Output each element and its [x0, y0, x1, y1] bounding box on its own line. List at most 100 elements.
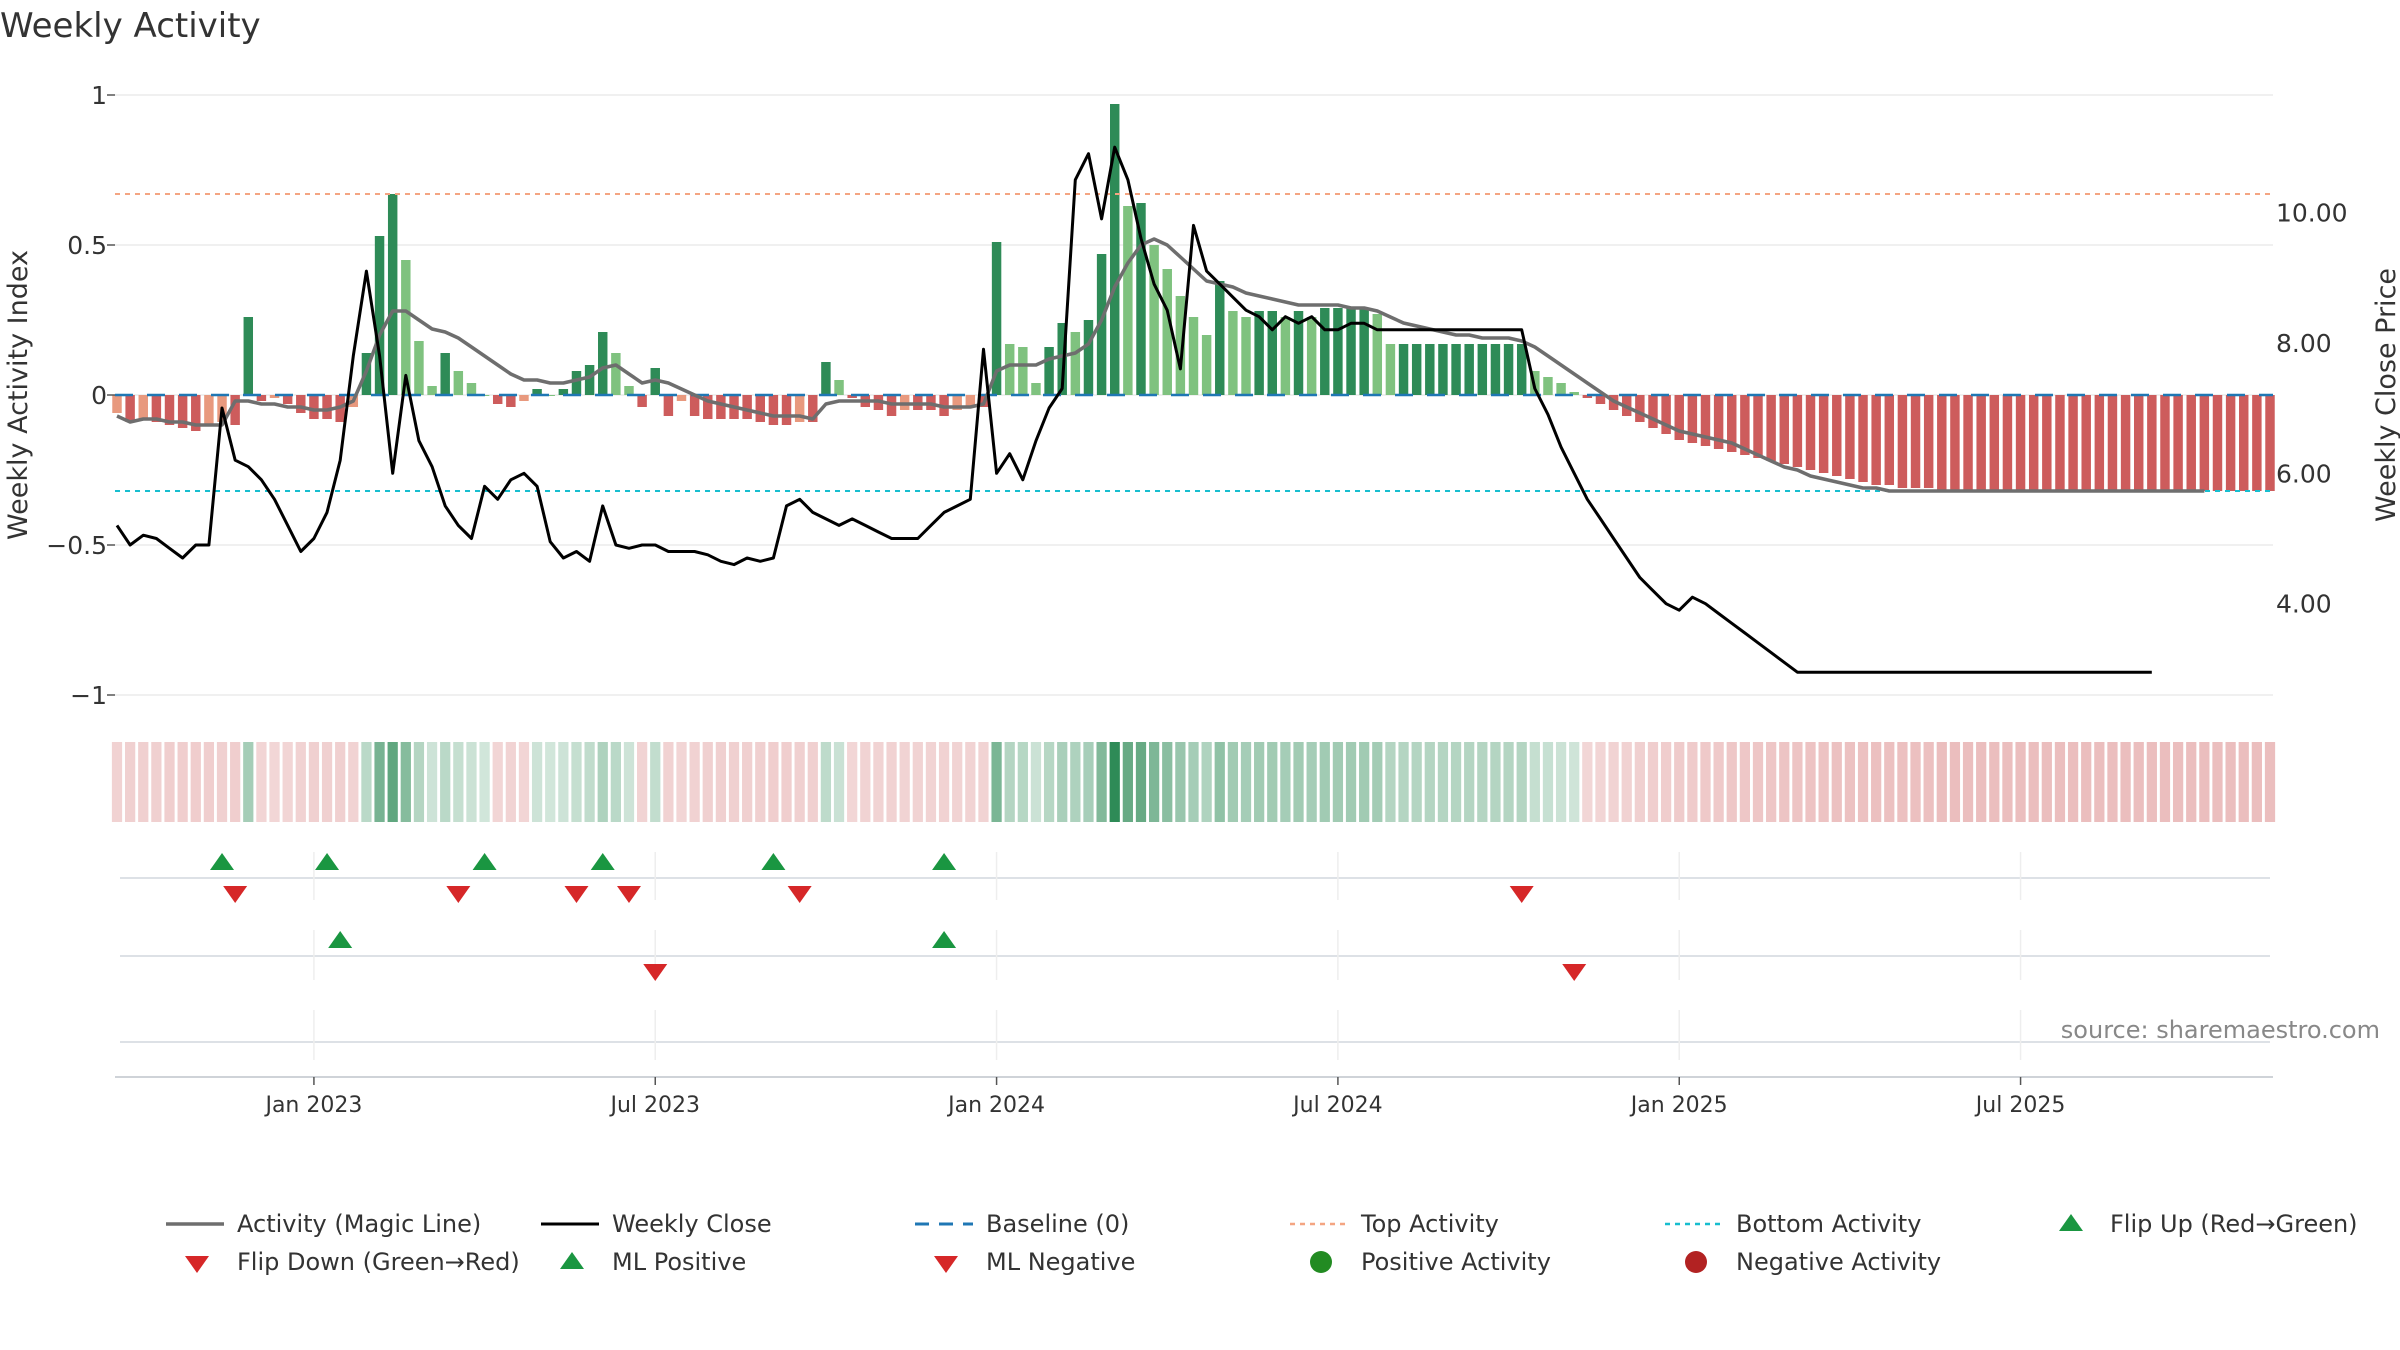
activity-bar	[1989, 395, 2000, 491]
heat-cell	[1254, 742, 1265, 822]
heat-cell	[1923, 742, 1934, 822]
heat-cell	[1148, 742, 1160, 822]
activity-bar	[2120, 395, 2131, 491]
heat-cell	[689, 742, 700, 822]
heat-cell	[1240, 742, 1252, 822]
heat-cell	[584, 742, 595, 822]
x-tick-label: Jan 2024	[946, 1093, 1045, 1118]
activity-bar	[1201, 335, 1212, 395]
y2-tick-label: 10.00	[2276, 198, 2348, 227]
heat-cell	[2041, 742, 2052, 822]
ml-positive-marker	[932, 931, 957, 948]
heat-cell	[230, 742, 241, 822]
activity-bar	[1096, 254, 1107, 395]
activity-bar	[1385, 344, 1396, 395]
activity-bar	[1280, 317, 1291, 395]
activity-bar	[1333, 308, 1343, 395]
heat-cell	[1555, 742, 1567, 822]
activity-bar	[401, 260, 411, 395]
activity-bar	[2055, 395, 2065, 491]
heat-cell	[1608, 742, 1619, 822]
heat-cell	[1779, 742, 1790, 822]
activity-bar	[1503, 344, 1514, 395]
activity-bar	[1897, 395, 1908, 488]
heat-cell	[1871, 742, 1882, 822]
flip-down-marker	[1509, 886, 1534, 903]
heat-cell	[177, 742, 188, 822]
heat-cell	[860, 742, 871, 822]
heat-cell	[886, 742, 897, 822]
activity-bar	[2133, 395, 2144, 491]
heat-cell	[2172, 742, 2184, 822]
heat-cell	[1057, 742, 1068, 822]
activity-bar	[1306, 317, 1317, 395]
activity-bar	[703, 395, 713, 419]
heat-cell	[623, 742, 635, 822]
activity-bar	[991, 242, 1002, 395]
activity-bar	[1044, 347, 1054, 395]
heat-cell	[2002, 742, 2013, 822]
heat-cell	[663, 742, 674, 822]
flip-up-marker	[210, 853, 235, 870]
activity-bar	[1372, 314, 1383, 395]
activity-bar	[598, 332, 608, 395]
heat-cell	[847, 742, 858, 822]
heat-cell	[374, 742, 385, 822]
heat-cell	[138, 742, 149, 822]
activity-bar	[1871, 395, 1881, 485]
weekly-close-line	[115, 145, 2152, 674]
activity-bar	[558, 389, 569, 395]
heat-cell	[256, 742, 267, 822]
flip-up-marker	[472, 853, 497, 870]
ml-negative-marker	[1562, 964, 1587, 981]
heat-cell	[637, 742, 648, 822]
heat-cell	[426, 742, 438, 822]
activity-bar	[2028, 395, 2039, 491]
activity-bar	[1753, 395, 1763, 458]
activity-bar	[2068, 395, 2078, 491]
heat-cell	[1017, 742, 1028, 822]
activity-bar	[269, 395, 280, 398]
heat-cell	[1464, 742, 1475, 822]
heat-cell	[1595, 742, 1606, 822]
heat-cell	[125, 742, 136, 822]
flip-up-marker	[761, 853, 786, 870]
activity-bar	[1727, 395, 1737, 452]
legend-flip-down-icon	[185, 1256, 209, 1273]
activity-bar	[374, 236, 385, 395]
heat-cell	[912, 742, 923, 822]
activity-bar	[2107, 395, 2118, 491]
activity-bar	[584, 365, 595, 395]
heat-cell	[1897, 742, 1908, 822]
activity-bar	[1635, 395, 1645, 422]
heat-cell	[1372, 742, 1383, 822]
heat-cell	[2028, 742, 2039, 822]
heat-cell	[1687, 742, 1698, 822]
activity-bar	[1136, 203, 1146, 395]
heat-cell	[1647, 742, 1659, 822]
legend-ml-positive: ML Positive	[612, 1248, 746, 1276]
heat-cell	[1477, 742, 1488, 822]
activity-bar	[1031, 383, 1041, 395]
activity-bar	[2212, 395, 2223, 491]
heat-cell	[794, 742, 805, 822]
heat-cell	[1293, 742, 1304, 822]
activity-bar	[125, 395, 135, 422]
heat-cell	[1962, 742, 1974, 822]
activity-bar	[256, 395, 267, 401]
activity-bar	[1687, 395, 1698, 443]
activity-bar	[1188, 317, 1199, 395]
activity-bar	[1582, 395, 1593, 398]
activity-bar	[1779, 395, 1789, 464]
x-tick-label: Jan 2023	[263, 1093, 362, 1118]
flip-up-marker	[932, 853, 957, 870]
heat-cell	[282, 742, 293, 822]
y2-tick-label: 8.00	[2276, 329, 2332, 358]
heat-cell	[2238, 742, 2249, 822]
activity-bar	[663, 395, 674, 416]
activity-bar	[768, 395, 779, 425]
heat-cell	[1766, 742, 1777, 822]
heat-cell	[1267, 742, 1278, 822]
legend-negative-icon	[1685, 1251, 1707, 1273]
